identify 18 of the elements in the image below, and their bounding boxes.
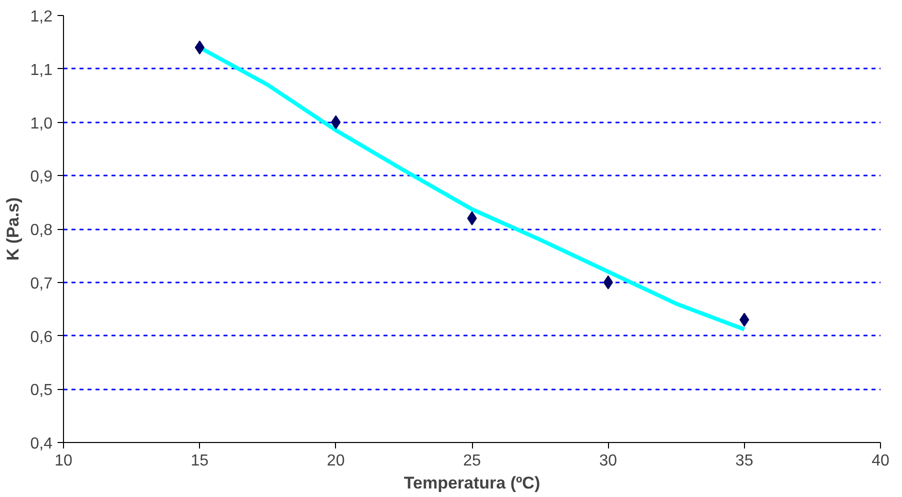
x-tick-label: 15 — [190, 452, 209, 470]
y-tick-label: 1,1 — [30, 62, 53, 79]
x-tick-label: 10 — [54, 452, 72, 470]
y-tick-label: 1,2 — [30, 8, 53, 26]
x-axis-title: Temperatura (ºC) — [404, 474, 540, 492]
y-tick-label: 1,0 — [30, 115, 53, 132]
y-tick-label: 0,9 — [30, 168, 53, 186]
y-tick-label: 0,4 — [30, 436, 53, 452]
x-tick-label: 20 — [326, 452, 345, 470]
x-tick-label: 25 — [463, 452, 481, 470]
y-tick-label: 0,5 — [30, 382, 53, 400]
y-axis-title: K (Pa.s) — [3, 197, 22, 261]
y-tick-label: 0,6 — [30, 328, 53, 346]
x-tick-label: 30 — [599, 452, 618, 470]
y-tick-label: 0,8 — [30, 222, 53, 239]
x-tick-label: 35 — [735, 452, 754, 470]
y-tick-label: 0,7 — [30, 275, 53, 292]
x-tick-label: 40 — [872, 452, 890, 470]
